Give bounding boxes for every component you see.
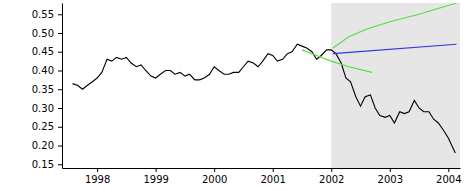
y-axis-line [62, 4, 63, 169]
y-tick-mark [58, 71, 62, 72]
y-tick-label: 0.55 [32, 9, 54, 20]
y-tick-mark [58, 146, 62, 147]
y-axis: 0.15 0.20 0.25 0.30 0.35 0.40 0.45 0.50 0.55 [32, 4, 63, 170]
x-tick-mark [97, 168, 98, 172]
y-tick: 0.35 [32, 84, 62, 95]
y-tick-mark [58, 127, 62, 128]
y-tick-label: 0.30 [32, 103, 54, 114]
x-tick-label: 1998 [85, 174, 110, 185]
x-tick-mark [156, 168, 157, 172]
y-tick: 0.25 [32, 121, 62, 132]
x-tick-label: 2000 [202, 174, 227, 185]
y-tick: 0.55 [32, 9, 62, 20]
x-tick-mark [214, 168, 215, 172]
x-tick-mark [390, 168, 391, 172]
x-tick-mark [448, 168, 449, 172]
y-tick-label: 0.45 [32, 46, 54, 57]
x-tick: 1998 [85, 168, 110, 185]
x-tick-mark [273, 168, 274, 172]
y-tick-label: 0.50 [32, 28, 54, 39]
series-line [73, 44, 456, 153]
x-tick: 2004 [436, 168, 461, 185]
x-tick: 2001 [260, 168, 285, 185]
series-line [302, 50, 372, 73]
series-line [333, 3, 456, 48]
x-tick-label: 1999 [143, 174, 168, 185]
y-tick: 0.50 [32, 28, 62, 39]
plot: 1998 1999 2000 2001 2002 2003 2004 0.15 0.20 0.25… [32, 3, 462, 185]
y-tick-mark [58, 33, 62, 34]
y-tick-label: 0.15 [32, 159, 54, 170]
y-tick-mark [58, 89, 62, 90]
x-tick: 2002 [319, 168, 344, 185]
y-tick-label: 0.40 [32, 65, 54, 76]
series-line [333, 44, 456, 53]
y-tick: 0.45 [32, 46, 62, 57]
y-tick-label: 0.35 [32, 84, 54, 95]
y-tick-mark [58, 14, 62, 15]
x-tick-label: 2001 [260, 174, 285, 185]
x-tick-label: 2004 [436, 174, 461, 185]
y-tick-label: 0.20 [32, 140, 54, 151]
y-tick: 0.40 [32, 65, 62, 76]
marks [73, 3, 460, 168]
x-tick-mark [331, 168, 332, 172]
y-tick: 0.15 [32, 159, 62, 170]
y-tick-label: 0.25 [32, 121, 54, 132]
x-axis-line [63, 168, 461, 169]
x-tick: 2003 [378, 168, 403, 185]
x-axis: 1998 1999 2000 2001 2002 2003 2004 [63, 168, 462, 185]
x-tick: 1999 [143, 168, 168, 185]
y-tick: 0.30 [32, 103, 62, 114]
y-tick-mark [58, 164, 62, 165]
chart: 1998 1999 2000 2001 2002 2003 2004 0.15 0.20 0.25… [0, 0, 474, 191]
x-tick-label: 2003 [378, 174, 403, 185]
x-tick: 2000 [202, 168, 227, 185]
x-tick-label: 2002 [319, 174, 344, 185]
shaded-region [331, 3, 460, 168]
y-tick-mark [58, 108, 62, 109]
y-tick-mark [58, 52, 62, 53]
y-tick: 0.20 [32, 140, 62, 151]
